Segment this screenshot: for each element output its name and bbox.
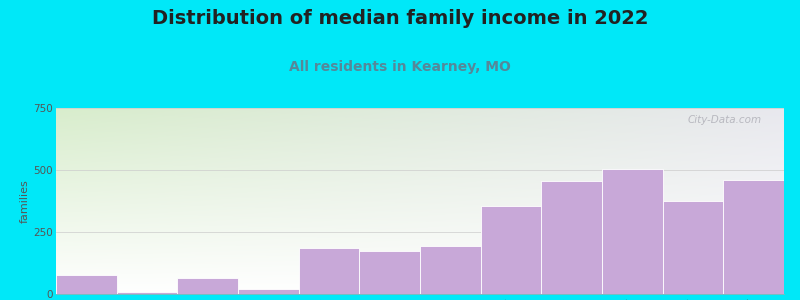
Bar bbox=[178, 278, 238, 294]
Bar bbox=[420, 246, 481, 294]
Bar bbox=[662, 201, 723, 294]
Bar bbox=[542, 181, 602, 294]
Bar bbox=[298, 248, 359, 294]
Text: City-Data.com: City-Data.com bbox=[688, 116, 762, 125]
Bar bbox=[602, 169, 662, 294]
Bar bbox=[359, 250, 420, 294]
Bar bbox=[117, 292, 178, 294]
Bar bbox=[238, 289, 298, 294]
Bar bbox=[723, 180, 784, 294]
Bar bbox=[481, 206, 542, 294]
Text: Distribution of median family income in 2022: Distribution of median family income in … bbox=[152, 9, 648, 28]
Bar bbox=[56, 275, 117, 294]
Y-axis label: families: families bbox=[19, 179, 30, 223]
Text: All residents in Kearney, MO: All residents in Kearney, MO bbox=[289, 60, 511, 74]
